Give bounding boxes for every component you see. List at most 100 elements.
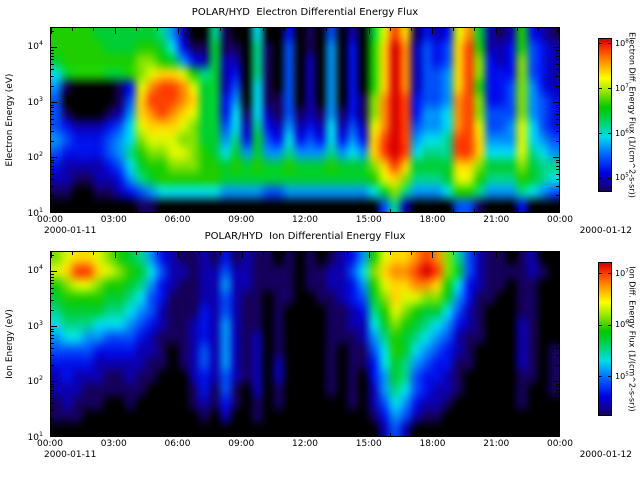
tick-mark <box>51 271 57 272</box>
ion-spectrogram-plot <box>50 251 560 437</box>
tick-mark <box>453 28 454 31</box>
tick-mark <box>411 28 412 31</box>
tick-mark <box>51 384 54 385</box>
x-tick-label: 15:00 <box>355 215 382 225</box>
tick-mark <box>538 28 539 31</box>
tick-mark <box>556 195 559 196</box>
tick-mark <box>51 195 54 196</box>
tick-mark <box>556 124 559 125</box>
tick-mark <box>556 300 559 301</box>
tick-mark <box>432 28 433 34</box>
tick-mark <box>553 47 559 48</box>
tick-mark <box>369 206 370 212</box>
electron-panel-title: POLAR/HYD Electron Differential Energy F… <box>191 7 419 18</box>
ion-colorbar <box>599 263 611 415</box>
tick-mark <box>474 28 475 31</box>
tick-mark <box>556 386 559 387</box>
tick-mark <box>51 331 54 332</box>
tick-mark <box>51 105 54 106</box>
y-tick-label: 101 <box>27 207 43 219</box>
ion-date-end-label: 2000-01-12 <box>579 450 632 460</box>
ion-y-axis-label: Ion Energy (eV) <box>5 309 15 379</box>
tick-mark <box>72 28 73 31</box>
tick-mark <box>556 390 559 391</box>
tick-mark <box>51 419 54 420</box>
electron-colorbar-wrap: 108 107 106 105 Electron Diff. Energy Flux … <box>598 32 640 198</box>
tick-mark <box>556 274 559 275</box>
tick-mark <box>263 252 264 255</box>
tick-mark <box>136 28 137 31</box>
tick-mark <box>51 277 54 278</box>
tick-mark <box>556 141 559 142</box>
tick-mark <box>553 326 559 327</box>
tick-mark <box>347 433 348 436</box>
tick-mark <box>157 28 158 31</box>
tick-mark <box>51 56 54 57</box>
tick-mark <box>411 252 412 255</box>
tick-mark <box>51 398 54 399</box>
tick-mark <box>556 31 559 32</box>
electron-spectrogram-plot <box>50 27 560 213</box>
colorbar-tick-label: 106 <box>615 319 629 330</box>
tick-mark <box>347 252 348 255</box>
tick-mark <box>51 381 57 382</box>
tick-mark <box>72 433 73 436</box>
tick-mark <box>51 179 54 180</box>
tick-mark <box>474 209 475 212</box>
tick-mark <box>556 335 559 336</box>
tick-mark <box>556 111 559 112</box>
tick-mark <box>556 119 559 120</box>
tick-mark <box>93 252 94 255</box>
electron-x-tick-labels: 00:00 03:00 06:00 09:00 12:00 15:00 18:00 21:00… <box>37 215 573 226</box>
tick-mark <box>390 433 391 436</box>
x-tick-label: 06:00 <box>164 439 191 449</box>
tick-mark <box>599 133 602 134</box>
tick-mark <box>517 28 518 31</box>
tick-mark <box>326 252 327 255</box>
tick-mark <box>51 169 54 170</box>
x-tick-label: 18:00 <box>419 215 446 225</box>
y-tick-label: 102 <box>27 151 43 164</box>
tick-mark <box>93 209 94 212</box>
tick-mark <box>496 206 497 212</box>
tick-mark <box>72 209 73 212</box>
tick-mark <box>553 211 559 212</box>
tick-mark <box>556 419 559 420</box>
tick-mark <box>556 331 559 332</box>
tick-mark <box>556 131 559 132</box>
tick-mark <box>556 393 559 394</box>
y-tick-label: 101 <box>27 431 43 443</box>
tick-mark <box>51 338 54 339</box>
colorbar-tick-label: 105 <box>615 172 629 183</box>
tick-mark <box>599 88 602 89</box>
tick-mark <box>558 206 559 212</box>
tick-mark <box>556 365 559 366</box>
tick-mark <box>199 209 200 212</box>
tick-mark <box>115 252 116 258</box>
electron-y-axis-label: Electron Energy (eV) <box>5 73 15 167</box>
tick-mark <box>496 252 497 258</box>
tick-mark <box>157 433 158 436</box>
tick-mark <box>199 433 200 436</box>
tick-mark <box>51 386 54 387</box>
tick-mark <box>51 274 54 275</box>
tick-mark <box>599 273 602 274</box>
tick-mark <box>284 433 285 436</box>
tick-mark <box>51 50 54 51</box>
tick-mark <box>305 206 306 212</box>
tick-mark <box>369 430 370 436</box>
tick-mark <box>263 28 264 31</box>
tick-mark <box>599 376 602 377</box>
tick-mark <box>390 252 391 255</box>
ion-date-start-label: 2000-01-11 <box>44 450 97 460</box>
tick-mark <box>305 28 306 34</box>
tick-mark <box>51 162 54 163</box>
tick-mark <box>608 325 611 326</box>
tick-mark <box>556 76 559 77</box>
tick-mark <box>608 133 611 134</box>
tick-mark <box>556 107 559 108</box>
tick-mark <box>51 255 54 256</box>
tick-mark <box>538 433 539 436</box>
tick-mark <box>51 111 54 112</box>
tick-mark <box>51 157 57 158</box>
